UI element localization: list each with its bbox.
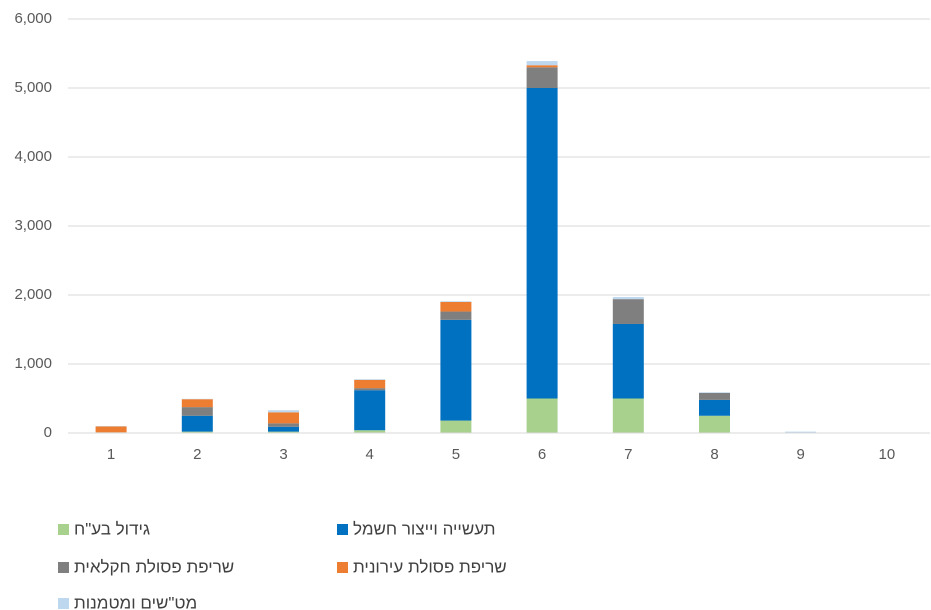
legend: גידול בע"ח תעשייה וייצור חשמל שריפת פסולת …: [58, 519, 507, 610]
bar-segment: [181, 399, 213, 408]
bar-segment: [526, 67, 558, 88]
bar-segment: [612, 398, 644, 433]
legend-label: תעשייה וייצור חשמל: [353, 519, 496, 538]
legend-label: גידול בע"ח: [74, 519, 150, 538]
x-tick-label: 10: [879, 446, 896, 463]
bar-segment: [181, 407, 213, 416]
y-tick-label: 4,000: [14, 148, 52, 165]
x-tick-label: 6: [538, 446, 546, 463]
legend-swatch: [58, 524, 69, 535]
y-tick-label: 1,000: [14, 355, 52, 372]
bar-segment: [440, 311, 472, 320]
x-tick-label: 7: [624, 446, 632, 463]
bar-segment: [440, 420, 472, 433]
bar-segment: [699, 415, 730, 433]
legend-label: שריפת פסולת עירונית: [353, 557, 507, 576]
bar-segment: [612, 323, 644, 399]
bar-segment: [268, 431, 299, 433]
bar-segment: [440, 301, 472, 302]
x-tick-label: 8: [710, 446, 718, 463]
bar-segment: [699, 392, 730, 400]
bar-segment: [612, 299, 644, 324]
bar-segment: [268, 410, 299, 413]
bar-segment: [181, 415, 213, 432]
legend-label: מט"שים ומטמנות: [74, 593, 197, 610]
bar-segment: [268, 412, 299, 424]
bar-segment: [354, 388, 386, 391]
legend-swatch: [337, 524, 348, 535]
legend-swatch: [58, 562, 69, 573]
legend-swatch: [337, 562, 348, 573]
bar-segment: [95, 426, 127, 433]
x-tick-label: 5: [452, 446, 460, 463]
bar-segment: [526, 65, 558, 68]
y-tick-label: 5,000: [14, 79, 52, 96]
y-tick-label: 3,000: [14, 217, 52, 234]
bar-segment: [699, 399, 730, 416]
legend-swatch: [58, 598, 69, 609]
legend-label: שריפת פסולת חקלאית: [74, 557, 234, 576]
bar-segment: [268, 426, 299, 432]
x-tick-label: 4: [366, 446, 374, 463]
bar-segment: [354, 430, 386, 433]
bar-segment: [440, 319, 472, 421]
bar-segment: [699, 392, 730, 393]
bar-segment: [612, 297, 644, 300]
bar-segment: [526, 88, 558, 399]
x-tick-label: 1: [107, 446, 115, 463]
bar-segment: [354, 379, 386, 389]
bar-segment: [785, 431, 817, 433]
x-tick-label: 9: [797, 446, 805, 463]
bar-segment: [354, 390, 386, 431]
x-tick-label: 3: [279, 446, 287, 463]
x-tick-label: 2: [193, 446, 201, 463]
bar-segment: [181, 431, 213, 433]
bar-segment: [268, 423, 299, 427]
bar-segment: [440, 301, 472, 312]
y-tick-label: 0: [44, 424, 52, 441]
bar-segment: [526, 61, 558, 66]
y-tick-label: 6,000: [14, 10, 52, 27]
bar-segment: [526, 398, 558, 433]
bar-segment: [354, 379, 386, 380]
y-tick-label: 2,000: [14, 286, 52, 303]
